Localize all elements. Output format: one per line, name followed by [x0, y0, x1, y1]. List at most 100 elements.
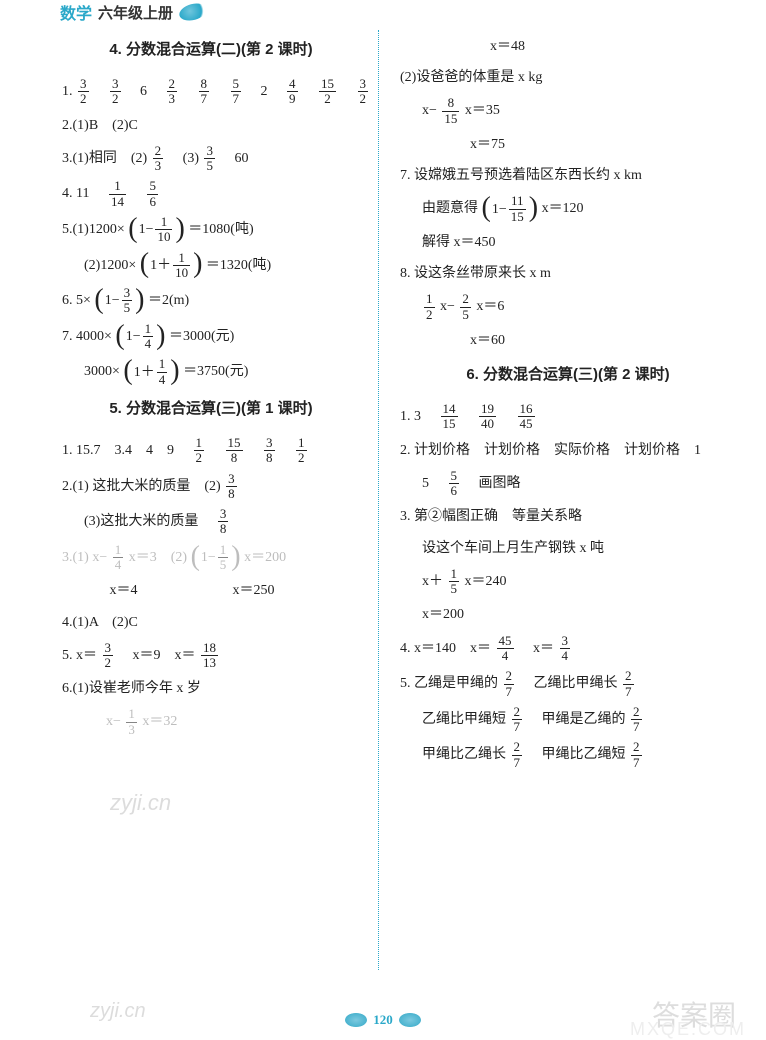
r-cont-8: 8. 设这条丝带原来长 x m: [400, 261, 736, 286]
label: 1.: [62, 84, 73, 99]
s4-q6: 6. 5× 1− 35 ＝2(m): [62, 286, 360, 316]
frac: 815: [442, 96, 459, 126]
s5-q6b: x− 13 x＝32: [62, 707, 360, 737]
text: x−: [106, 714, 121, 729]
r-cont-5: 7. 设嫦娥五号预选着陆区东西长约 x km: [400, 163, 736, 188]
text: x＝6: [476, 299, 504, 314]
text: 1＋: [150, 253, 171, 278]
frac: 56: [147, 179, 158, 209]
val: 2: [261, 84, 268, 99]
frac: 32: [78, 77, 89, 107]
text: (3)这批大米的质量: [84, 514, 212, 529]
frac: 38: [264, 436, 275, 466]
text: ＝1320(吨): [206, 258, 271, 273]
paren-group: 1− 14: [115, 322, 165, 352]
frac: 27: [631, 740, 642, 770]
frac: 49: [287, 77, 298, 107]
frac: 14: [113, 543, 124, 573]
s6-q5a: 5. 乙绳是甲绳的 27 乙绳比甲绳长 27: [400, 669, 736, 699]
s6-q5b: 乙绳比甲绳短 27 甲绳是乙绳的 27: [400, 705, 736, 735]
s4-q7b: 3000× 1＋ 14 ＝3750(元): [62, 357, 360, 387]
s4-q7a: 7. 4000× 1− 14 ＝3000(元): [62, 322, 360, 352]
text: 1−: [105, 288, 120, 313]
frac: 32: [110, 77, 121, 107]
paren-group: 1＋ 14: [123, 357, 179, 387]
r-cont-10: x＝60: [400, 328, 736, 353]
s4-q5a: 5.(1)1200× 1− 110 ＝1080(吨): [62, 215, 360, 245]
text: 4. x＝140 x＝: [400, 641, 491, 656]
text: x＝: [519, 641, 554, 656]
frac: 1813: [201, 641, 218, 671]
frac: 38: [226, 472, 237, 502]
text: x＝35: [465, 103, 500, 118]
frac: 23: [153, 144, 164, 174]
text: x＝200: [244, 550, 286, 565]
footer-decor-left-icon: [345, 1013, 367, 1027]
text: 3.(1)相同 (2): [62, 151, 147, 166]
right-column: x＝48 (2)设爸爸的体重是 x kg x− 815 x＝35 x＝75 7.…: [370, 0, 766, 990]
section-4-title: 4. 分数混合运算(二)(第 2 课时): [62, 36, 360, 63]
s5-q2b: (3)这批大米的质量 38: [62, 507, 360, 537]
frac: 1940: [479, 402, 496, 432]
s5-q5: 5. x＝ 32 x＝9 x＝ 1813: [62, 641, 360, 671]
section-5-title: 5. 分数混合运算(三)(第 1 课时): [62, 395, 360, 422]
text: 1＋: [134, 360, 155, 385]
s5-q4: 4.(1)A (2)C: [62, 610, 360, 635]
paren-group: 1− 1115: [482, 194, 539, 224]
text: ＝2(m): [148, 293, 189, 308]
r-cont-7: 解得 x＝450: [400, 230, 736, 255]
text: 1−: [492, 197, 507, 222]
s6-q2a: 2. 计划价格 计划价格 实际价格 计划价格 1: [400, 438, 736, 463]
s6-q4: 4. x＝140 x＝ 454 x＝ 34: [400, 634, 736, 664]
s5-q3b: x＝4 x＝250: [62, 578, 360, 603]
text: 60: [220, 151, 248, 166]
frac: 27: [512, 740, 523, 770]
text: x＝240: [465, 574, 507, 589]
frac: 27: [631, 705, 642, 735]
r-cont-4: x＝75: [400, 132, 736, 157]
text: 1−: [139, 217, 154, 242]
frac: 12: [424, 292, 435, 322]
paren-group: 1＋ 110: [140, 251, 203, 281]
s6-q3c: x＋ 15 x＝240: [400, 567, 736, 597]
s5-q6a: 6.(1)设崔老师今年 x 岁: [62, 676, 360, 701]
page-number: 120: [373, 1012, 393, 1028]
frac: 1645: [518, 402, 535, 432]
left-column: 4. 分数混合运算(二)(第 2 课时) 1. 32 32 6 23 87 57…: [0, 0, 370, 990]
paren-group: 1− 15: [191, 543, 241, 573]
text: 5.(1)1200×: [62, 222, 125, 237]
text: 7. 4000×: [62, 329, 112, 344]
frac: 110: [155, 215, 172, 245]
frac: 1115: [509, 194, 526, 224]
frac: 1415: [441, 402, 458, 432]
s5-q1: 1. 15.7 3.4 4 9 12 158 38 12: [62, 436, 360, 466]
frac: 14: [157, 357, 168, 387]
text: 甲绳比乙绳短: [528, 747, 626, 762]
text: (2)1200×: [84, 258, 136, 273]
r-cont-2: (2)设爸爸的体重是 x kg: [400, 65, 736, 90]
s4-q3: 3.(1)相同 (2) 23 (3) 35 60: [62, 144, 360, 174]
val: 6: [140, 84, 147, 99]
s6-q5c: 甲绳比乙绳长 27 甲绳比乙绳短 27: [400, 740, 736, 770]
page-footer: 120: [0, 1012, 766, 1032]
r-cont-9: 12 x− 25 x＝6: [400, 292, 736, 322]
text: ＝3000(元): [169, 329, 234, 344]
text: 由题意得: [422, 201, 478, 216]
text: 5. x＝: [62, 648, 97, 663]
text: 5. 乙绳是甲绳的: [400, 676, 498, 691]
s5-q3a: 3.(1) x− 14 x＝3 (2) 1− 15 x＝200: [62, 543, 360, 573]
frac: 23: [167, 77, 178, 107]
frac: 38: [218, 507, 229, 537]
s6-q3a: 3. 第②幅图正确 等量关系略: [400, 504, 736, 529]
frac: 15: [449, 567, 460, 597]
r-cont-6: 由题意得 1− 1115 x＝120: [400, 194, 736, 224]
text: 乙绳比甲绳短: [422, 712, 506, 727]
frac: 12: [194, 436, 205, 466]
frac: 12: [296, 436, 307, 466]
footer-decor-right-icon: [399, 1013, 421, 1027]
frac: 87: [199, 77, 210, 107]
frac: 27: [623, 669, 634, 699]
frac: 454: [497, 634, 514, 664]
text: ＝1080(吨): [188, 222, 253, 237]
frac: 35: [122, 286, 133, 316]
